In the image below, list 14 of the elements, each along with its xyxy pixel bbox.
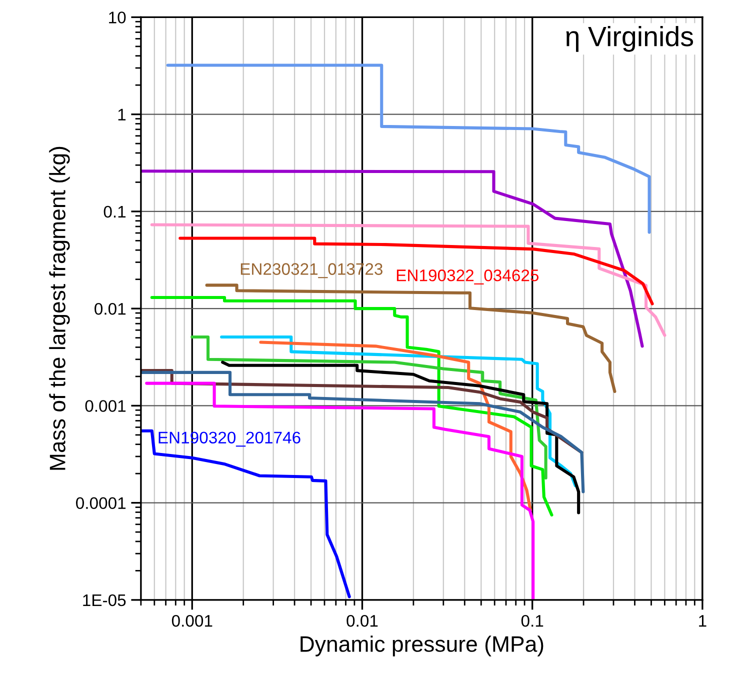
x-tick-label: 0.001: [172, 614, 212, 627]
x-tick-label: 0.01: [346, 614, 378, 627]
y-tick-label: 0.001: [85, 400, 126, 412]
x-tick-label: 0.1: [521, 614, 544, 627]
x-axis-title: Dynamic pressure (MPa): [300, 636, 544, 656]
y-tick-label: 0.0001: [76, 497, 126, 510]
y-tick-label: 0.01: [94, 302, 126, 315]
x-tick-label: 1: [699, 615, 706, 627]
y-tick-label: 0.1: [104, 206, 126, 218]
y-tick-label: 1: [118, 108, 126, 120]
y-tick-label: 10: [109, 12, 126, 24]
y-tick-label: 1E-05: [83, 594, 126, 606]
y-axis-title: Mass of the largest fragment (kg): [49, 146, 70, 470]
annotation: η Virginids: [566, 26, 694, 52]
